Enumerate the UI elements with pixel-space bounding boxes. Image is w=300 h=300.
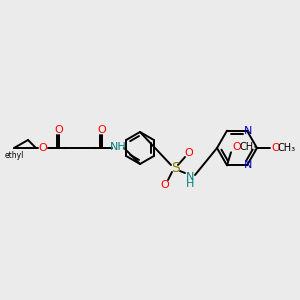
Text: O: O [55,125,63,135]
Text: NH: NH [110,142,126,152]
Text: S: S [171,161,179,175]
Text: O: O [184,148,194,158]
Text: O: O [98,125,106,135]
Text: O: O [160,180,169,190]
Text: H: H [186,179,194,189]
Text: CH₃: CH₃ [278,143,296,153]
Text: O: O [272,143,280,153]
Text: CH₃: CH₃ [240,142,258,152]
Text: O: O [39,143,47,153]
Text: N: N [244,126,252,136]
Text: N: N [244,160,252,170]
Text: O: O [232,142,242,152]
Text: N: N [186,172,194,182]
Text: ethyl: ethyl [4,152,24,160]
